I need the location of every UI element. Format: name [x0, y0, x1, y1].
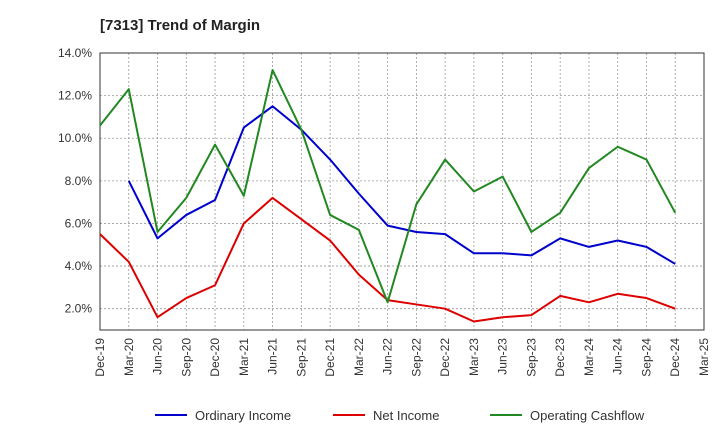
x-tick-label: Jun-20 [151, 338, 165, 375]
x-tick-label: Sep-24 [639, 338, 653, 377]
y-tick-label: 10.0% [58, 131, 92, 145]
x-tick-label: Sep-20 [179, 338, 193, 377]
y-tick-label: 6.0% [65, 216, 93, 230]
x-tick-label: Sep-21 [294, 338, 308, 377]
legend-label-operating-cashflow: Operating Cashflow [530, 408, 645, 423]
x-tick-label: Jun-23 [496, 338, 510, 375]
x-tick-label: Sep-23 [524, 338, 538, 377]
x-tick-label: Mar-22 [352, 338, 366, 376]
x-tick-label: Jun-22 [381, 338, 395, 375]
plot-area: 2.0% 4.0% 6.0% 8.0% 10.0% 12.0% 14.0% Dec-19 Mar… [58, 46, 711, 377]
legend: Ordinary Income Net Income Operating Cashf… [155, 408, 645, 423]
x-tick-label: Mar-25 [697, 338, 711, 376]
x-tick-label: Mar-20 [122, 338, 136, 376]
y-tick-label: 12.0% [58, 89, 92, 103]
x-tick-label: Mar-21 [237, 338, 251, 376]
series-line-ordinary-income [127, 105, 676, 265]
x-tick-label: Mar-24 [582, 338, 596, 376]
chart-title: [7313] Trend of Margin [100, 17, 260, 34]
series-line-operating-cashflow [99, 69, 677, 304]
x-tick-label: Sep-22 [409, 338, 423, 377]
legend-label-ordinary-income: Ordinary Income [195, 408, 291, 423]
plot-frame [99, 52, 705, 331]
x-tick-label: Dec-21 [323, 338, 337, 377]
x-tick-label: Mar-23 [467, 338, 481, 376]
x-tick-label: Jun-24 [611, 338, 625, 375]
y-tick-label: 14.0% [58, 46, 92, 60]
x-tick-label: Jun-21 [266, 338, 280, 375]
y-tick-label: 4.0% [65, 259, 93, 273]
x-tick-label: Dec-20 [208, 338, 222, 377]
x-tick-label: Dec-24 [668, 338, 682, 377]
y-tick-label: 2.0% [65, 302, 93, 316]
legend-label-net-income: Net Income [373, 408, 439, 423]
y-tick-label: 8.0% [65, 174, 93, 188]
x-tick-label: Dec-22 [438, 338, 452, 377]
x-tick-label: Dec-19 [93, 338, 107, 377]
x-tick-label: Dec-23 [553, 338, 567, 377]
